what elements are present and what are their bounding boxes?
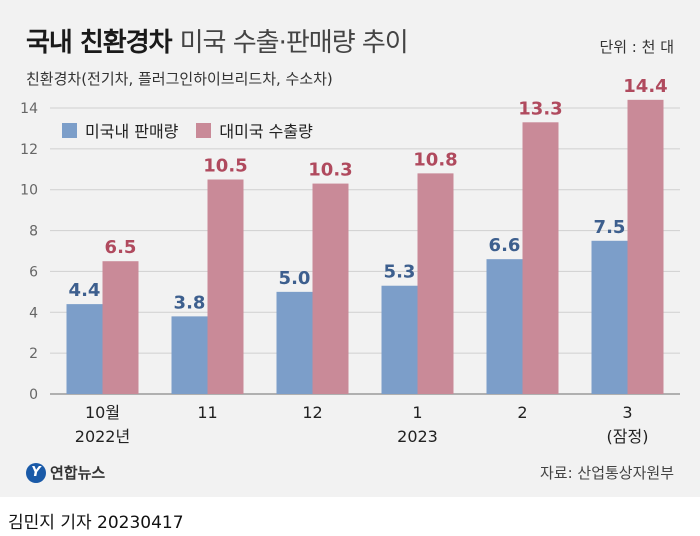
publisher-logo: Y 연합뉴스 [26,462,105,483]
data-label: 7.5 [594,217,626,238]
bar [591,240,628,394]
x-tick-label: 12 [302,403,322,422]
x-tick-label: 11 [197,403,217,422]
title-main: 국내 친환경차 [26,28,173,58]
bar [381,285,418,394]
data-label: 10.5 [203,156,247,177]
chart-card: 국내 친환경차 미국 수출·판매량 추이 단위 : 천 대 친환경차(전기차, … [0,0,700,497]
unit-label: 단위 : 천 대 [599,38,674,56]
legend-swatch-exports [196,122,212,138]
bar [312,183,349,394]
source-note: 자료: 산업통상자원부 [539,464,674,482]
data-label: 6.6 [489,235,521,256]
y-tick-label: 10 [20,183,38,199]
bar [522,122,559,395]
bar [417,173,454,394]
logo-text: 연합뉴스 [50,464,106,482]
bar [276,291,313,394]
bar-chart: 024681012144.46.510월2022년3.810.5115.010.… [20,76,680,446]
data-label: 6.5 [105,237,137,258]
legend-item-exports: 대미국 수출량 [196,118,313,142]
data-label: 13.3 [518,98,562,119]
y-tick-label: 0 [29,387,38,403]
data-label: 10.8 [413,149,457,170]
chart-title: 국내 친환경차 미국 수출·판매량 추이 [26,22,409,59]
legend: 미국내 판매량 대미국 수출량 [62,118,313,142]
x-tick-label: 1 [412,403,422,422]
legend-label-exports: 대미국 수출량 [219,122,313,141]
legend-label-sales: 미국내 판매량 [85,122,179,141]
data-label: 3.8 [174,292,206,313]
legend-item-sales: 미국내 판매량 [62,118,178,142]
data-label: 5.3 [384,262,416,283]
chart-subtitle: 친환경차(전기차, 플러그인하이브리드차, 수소차) [26,70,333,88]
x-tick-label: 2022년 [75,427,130,446]
y-tick-label: 14 [20,101,38,117]
x-tick-label: (잠정) [607,427,649,446]
y-tick-label: 2 [29,346,38,362]
x-tick-label: 10월 [85,403,120,422]
bar [171,316,208,394]
data-label: 10.3 [308,160,352,181]
data-label: 4.4 [69,280,101,301]
x-tick-label: 2023 [397,427,438,446]
reporter-credit: 김민지 기자 20230417 [8,513,184,533]
yonhap-logo-icon: Y [26,462,46,483]
y-tick-label: 12 [20,142,38,158]
x-tick-label: 3 [622,403,632,422]
bar [207,179,244,394]
bar [486,259,523,394]
data-label: 14.4 [623,76,667,97]
y-tick-label: 8 [29,224,38,240]
y-tick-label: 6 [29,264,38,280]
y-tick-label: 4 [29,305,38,321]
title-sub: 미국 수출·판매량 추이 [179,28,409,58]
bar [102,261,139,394]
data-label: 5.0 [279,268,311,289]
bar [627,99,664,394]
bar [66,304,103,394]
legend-swatch-sales [62,122,77,138]
x-tick-label: 2 [517,403,527,422]
